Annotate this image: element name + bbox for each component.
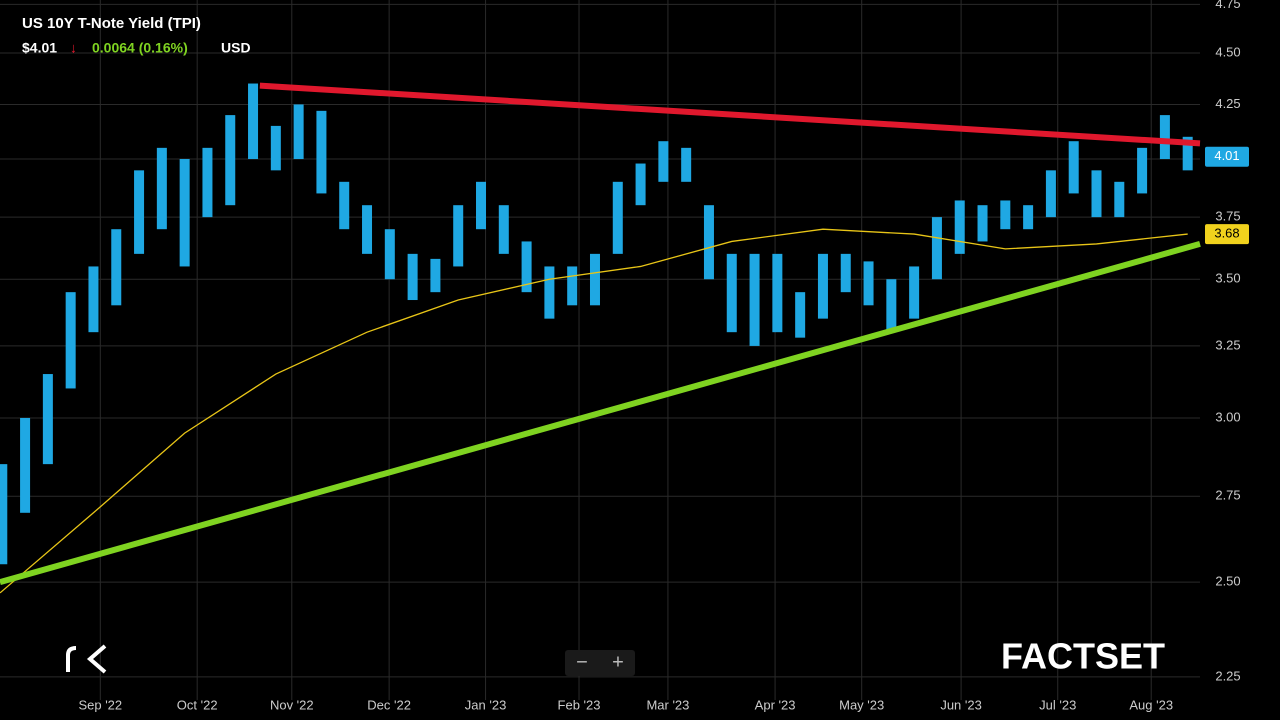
price: $4.01 — [22, 40, 57, 56]
bar — [407, 253, 418, 301]
y-tick-label: 3.00 — [1215, 409, 1240, 424]
bar — [567, 266, 578, 306]
x-tick-label: Dec '22 — [367, 697, 411, 712]
y-tick-label: 2.25 — [1215, 668, 1240, 683]
bar — [293, 104, 304, 160]
bar — [1023, 205, 1034, 230]
bar — [20, 417, 31, 513]
y-tick-label: 4.75 — [1215, 0, 1240, 11]
bar — [362, 205, 373, 254]
trendline — [0, 241, 1201, 585]
bar — [1068, 141, 1079, 194]
bar — [1182, 136, 1193, 171]
x-tick-label: May '23 — [839, 697, 884, 712]
bar — [111, 229, 122, 306]
bar — [977, 205, 988, 242]
bar — [65, 292, 76, 389]
y-tick-label: 2.50 — [1215, 574, 1240, 589]
chart-title: US 10Y T-Note Yield (TPI) — [22, 15, 201, 32]
last-value-tag — [1205, 146, 1249, 167]
bar — [931, 217, 942, 280]
last-value-label: 4.01 — [1214, 148, 1239, 163]
bar — [134, 170, 145, 254]
bar — [1000, 200, 1011, 230]
currency: USD — [221, 40, 251, 56]
x-tick-label: Apr '23 — [755, 697, 796, 712]
bar — [156, 147, 167, 230]
x-tick-label: Sep '22 — [78, 697, 122, 712]
bar — [384, 229, 395, 280]
bar — [248, 83, 259, 160]
moving-average — [0, 228, 1188, 594]
y-tick-label: 3.25 — [1215, 337, 1240, 352]
zoom-out[interactable]: − — [576, 651, 588, 673]
bar — [886, 279, 897, 333]
bar — [202, 147, 213, 218]
bar — [658, 141, 669, 182]
x-tick-label: Jan '23 — [465, 697, 507, 712]
x-tick-label: Mar '23 — [646, 697, 689, 712]
x-tick-label: Feb '23 — [558, 697, 601, 712]
bar — [909, 266, 920, 319]
bar — [453, 205, 464, 267]
bar — [817, 253, 828, 319]
price-change: 0.0064 (0.16%) — [92, 40, 188, 56]
bar — [772, 253, 783, 333]
x-tick-label: Oct '22 — [177, 697, 218, 712]
bar — [521, 241, 532, 293]
zoom-controls: − + — [565, 650, 635, 676]
x-tick-label: Aug '23 — [1129, 697, 1173, 712]
bar — [1045, 170, 1056, 218]
bar — [225, 115, 236, 206]
bar — [635, 163, 646, 206]
bar — [703, 205, 714, 280]
bar — [339, 181, 350, 230]
brand-logo: FACTSET — [1001, 636, 1165, 677]
bar — [1137, 147, 1148, 194]
bar — [612, 181, 623, 254]
plot — [0, 0, 1201, 700]
rk-logo — [66, 644, 107, 674]
bar — [1114, 181, 1125, 218]
bar — [88, 266, 99, 333]
bar — [840, 253, 851, 293]
x-tick-label: Jun '23 — [940, 697, 982, 712]
y-tick-label: 2.75 — [1215, 488, 1240, 503]
last-value-label: 3.68 — [1214, 226, 1239, 241]
bar — [498, 205, 509, 254]
bar — [726, 253, 737, 333]
last-value-tag — [1205, 224, 1249, 245]
bar — [954, 200, 965, 254]
y-tick-label: 4.25 — [1215, 96, 1240, 111]
bar — [476, 181, 487, 230]
y-tick-label: 3.75 — [1215, 209, 1240, 224]
bar — [1159, 115, 1170, 160]
bar — [42, 374, 53, 465]
down-arrow: ↓ — [70, 40, 77, 56]
bar — [544, 266, 555, 319]
bar — [795, 292, 806, 338]
bar — [430, 258, 441, 293]
y-tick-label: 3.50 — [1215, 271, 1240, 286]
x-tick-label: Jul '23 — [1039, 697, 1076, 712]
zoom-in[interactable]: + — [612, 651, 624, 673]
bar — [0, 464, 8, 565]
x-tick-label: Nov '22 — [270, 697, 314, 712]
bar — [863, 261, 874, 306]
y-tick-label: 4.50 — [1215, 44, 1240, 59]
bar — [681, 147, 692, 182]
bar — [316, 110, 327, 194]
bar — [179, 159, 190, 267]
bar — [1091, 170, 1102, 218]
bar — [270, 125, 281, 171]
bar — [749, 253, 760, 346]
trendline — [259, 82, 1201, 147]
bar — [589, 253, 600, 306]
